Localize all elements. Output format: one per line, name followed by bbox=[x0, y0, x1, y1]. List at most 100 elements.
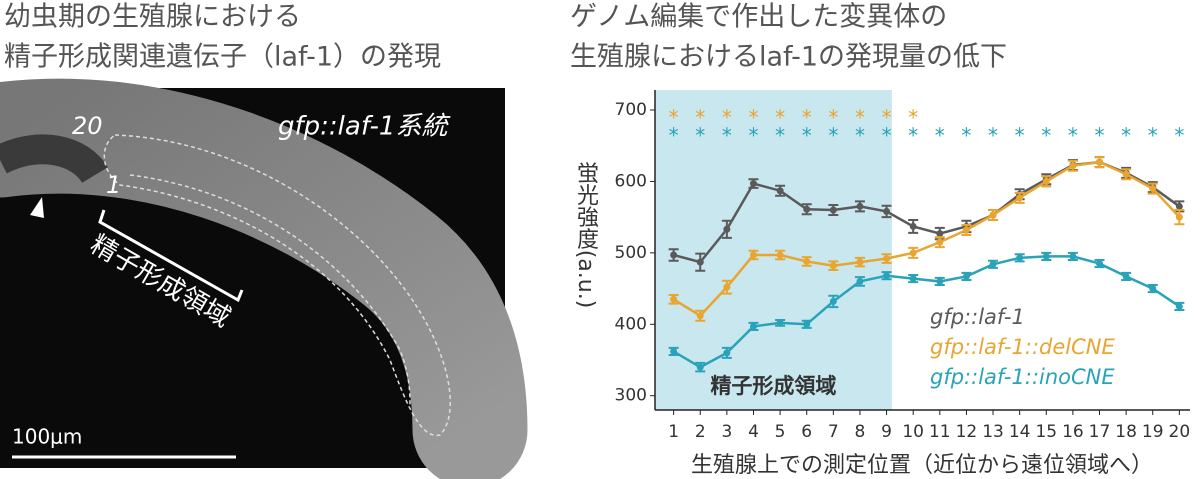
legend-entry: gfp::laf-1::delCNE bbox=[930, 335, 1115, 359]
data-point bbox=[723, 225, 731, 233]
significance-mark: * bbox=[1121, 123, 1131, 147]
significance-mark: * bbox=[935, 123, 945, 147]
significance-mark: * bbox=[1148, 123, 1158, 147]
x-tick-label: 13 bbox=[982, 422, 1004, 442]
significance-mark: * bbox=[882, 123, 892, 147]
data-point bbox=[856, 277, 864, 285]
data-point bbox=[1149, 185, 1157, 193]
data-point bbox=[670, 295, 678, 303]
data-point bbox=[829, 297, 837, 305]
gonad-outline bbox=[103, 134, 451, 437]
data-point bbox=[883, 255, 891, 263]
y-tick-label: 500 bbox=[615, 243, 647, 263]
significance-mark: * bbox=[908, 123, 918, 147]
significance-mark: * bbox=[775, 106, 785, 130]
x-tick-label: 6 bbox=[801, 422, 812, 442]
significance-mark: * bbox=[1041, 123, 1051, 147]
data-point bbox=[670, 251, 678, 259]
data-point bbox=[803, 205, 811, 213]
image-title: 精子形成関連遺伝子（laf-1）の発現 bbox=[4, 42, 441, 73]
data-point bbox=[776, 251, 784, 259]
data-point bbox=[909, 222, 917, 230]
x-tick-label: 5 bbox=[775, 422, 786, 442]
data-point bbox=[1122, 170, 1130, 178]
y-tick-label: 300 bbox=[615, 386, 647, 406]
x-tick-label: 8 bbox=[855, 422, 866, 442]
x-tick-label: 14 bbox=[1009, 422, 1031, 442]
x-tick-label: 4 bbox=[748, 422, 759, 442]
x-tick-label: 11 bbox=[929, 422, 951, 442]
data-point bbox=[1069, 252, 1077, 260]
data-point bbox=[696, 258, 704, 266]
data-point bbox=[962, 226, 970, 234]
data-point bbox=[749, 322, 757, 330]
data-point bbox=[696, 363, 704, 371]
x-tick-label: 12 bbox=[956, 422, 978, 442]
significance-mark: * bbox=[828, 123, 838, 147]
significance-mark: * bbox=[855, 106, 865, 130]
data-point bbox=[1069, 162, 1077, 170]
data-point bbox=[909, 275, 917, 283]
significance-mark: * bbox=[695, 106, 705, 130]
data-point bbox=[1096, 260, 1104, 268]
data-point bbox=[856, 202, 864, 210]
y-tick-label: 600 bbox=[615, 171, 647, 191]
significance-mark: * bbox=[722, 123, 732, 147]
significance-mark: * bbox=[748, 106, 758, 130]
data-point bbox=[829, 262, 837, 270]
region-bracket bbox=[98, 209, 244, 303]
data-point bbox=[723, 349, 731, 357]
data-point bbox=[776, 319, 784, 327]
x-axis-label: 生殖腺上での測定位置（近位から遠位領域へ） bbox=[691, 453, 1153, 478]
data-point bbox=[670, 347, 678, 355]
gonad-center bbox=[129, 174, 411, 406]
x-tick-label: 18 bbox=[1115, 422, 1137, 442]
data-point bbox=[1122, 272, 1130, 280]
data-point bbox=[1096, 158, 1104, 166]
x-tick-label: 1 bbox=[668, 422, 679, 442]
significance-mark: * bbox=[1015, 123, 1025, 147]
x-tick-label: 7 bbox=[828, 422, 839, 442]
data-point bbox=[829, 206, 837, 214]
data-point bbox=[1149, 285, 1157, 293]
series-line bbox=[672, 160, 1181, 318]
data-point bbox=[803, 320, 811, 328]
data-point bbox=[936, 230, 944, 238]
significance-mark: * bbox=[855, 123, 865, 147]
significance-mark: * bbox=[748, 123, 758, 147]
region-label: 精子形成領域 bbox=[710, 374, 836, 398]
arrowhead bbox=[30, 197, 44, 218]
data-point bbox=[856, 258, 864, 266]
data-point bbox=[989, 260, 997, 268]
data-point bbox=[1175, 213, 1183, 221]
data-point bbox=[936, 277, 944, 285]
data-point bbox=[803, 257, 811, 265]
x-tick-label: 10 bbox=[902, 422, 924, 442]
y-tick-label: 400 bbox=[615, 314, 647, 334]
y-tick-label: 700 bbox=[615, 100, 647, 120]
data-point bbox=[909, 249, 917, 257]
significance-mark: * bbox=[669, 106, 679, 130]
x-tick-label: 16 bbox=[1062, 422, 1084, 442]
significance-mark: * bbox=[669, 123, 679, 147]
significance-mark: * bbox=[882, 106, 892, 130]
significance-mark: * bbox=[775, 123, 785, 147]
significance-mark: * bbox=[961, 123, 971, 147]
data-point bbox=[749, 180, 757, 188]
significance-mark: * bbox=[908, 106, 918, 130]
data-point bbox=[1016, 254, 1024, 262]
worm-gut bbox=[0, 134, 108, 184]
legend-entry: gfp::laf-1::inoCNE bbox=[930, 365, 1115, 389]
x-tick-label: 17 bbox=[1089, 422, 1111, 442]
significance-mark: * bbox=[1095, 123, 1105, 147]
significance-mark: * bbox=[802, 106, 812, 130]
significance-mark: * bbox=[988, 123, 998, 147]
data-point bbox=[962, 272, 970, 280]
image-title: 幼虫期の生殖腺における bbox=[4, 2, 301, 33]
worm-body bbox=[0, 78, 528, 479]
x-tick-label: 19 bbox=[1142, 422, 1164, 442]
chart-title: ゲノム編集で作出した変異体の bbox=[570, 2, 947, 33]
y-axis-label: 蛍光強度(a.u.) bbox=[573, 162, 599, 309]
x-tick-label: 20 bbox=[1169, 422, 1191, 442]
